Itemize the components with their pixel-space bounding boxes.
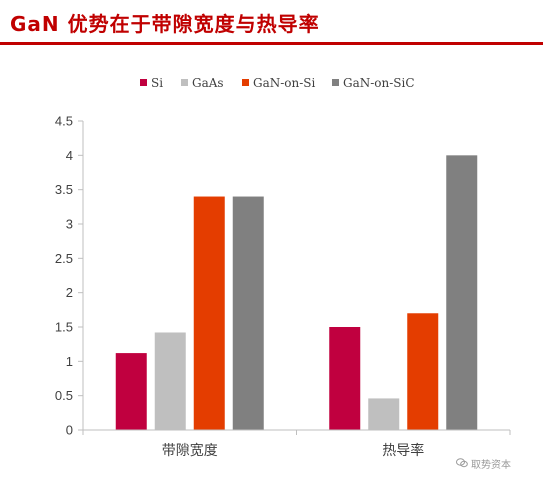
legend-swatch-0 — [140, 79, 147, 86]
page-title: GaN 优势在于带隙宽度与热导率 — [10, 12, 320, 36]
y-tick-label: 1 — [66, 354, 73, 369]
chart-legend: Si GaAs GaN-on-Si GaN-on-SiC — [140, 76, 415, 90]
bar-gaas-1 — [368, 398, 400, 430]
legend-label-0: Si — [151, 76, 163, 90]
bars — [115, 155, 478, 431]
title-underline — [0, 42, 543, 45]
watermark-text: 取势资本 — [471, 460, 511, 471]
watermark: 取势资本 — [456, 456, 511, 471]
bar-gan-on-si-1 — [407, 313, 439, 430]
legend-label-2: GaN-on-Si — [253, 76, 316, 90]
y-axis: 0 0.5 1 1.5 2 2.5 3 3.5 4 4.5 — [55, 114, 84, 438]
y-tick-label: 0 — [66, 423, 73, 438]
bar-gan-on-sic-0 — [232, 196, 264, 430]
legend-label-3: GaN-on-SiC — [343, 76, 415, 90]
wechat-icon — [456, 458, 468, 471]
x-category-label: 带隙宽度 — [162, 442, 218, 459]
bar-gan-on-sic-1 — [446, 155, 478, 431]
bar-gan-on-si-0 — [193, 196, 225, 430]
y-tick-label: 3.5 — [55, 182, 73, 197]
legend-label-1: GaAs — [192, 76, 224, 90]
x-axis: 带隙宽度 热导率 — [82, 429, 511, 459]
legend-swatch-3 — [332, 79, 339, 86]
legend-swatch-2 — [242, 79, 249, 86]
bar-si-0 — [115, 353, 147, 430]
y-tick-label: 4.5 — [55, 114, 73, 129]
y-tick-label: 2.5 — [55, 251, 73, 266]
y-tick-label: 1.5 — [55, 320, 73, 335]
legend-swatch-1 — [181, 79, 188, 86]
y-tick-label: 3 — [66, 217, 73, 232]
bar-gaas-0 — [154, 332, 186, 430]
bar-si-1 — [329, 327, 361, 430]
y-tick-label: 4 — [66, 148, 73, 163]
y-tick-label: 2 — [66, 285, 73, 300]
x-category-label: 热导率 — [382, 442, 424, 459]
y-tick-label: 0.5 — [55, 388, 73, 403]
